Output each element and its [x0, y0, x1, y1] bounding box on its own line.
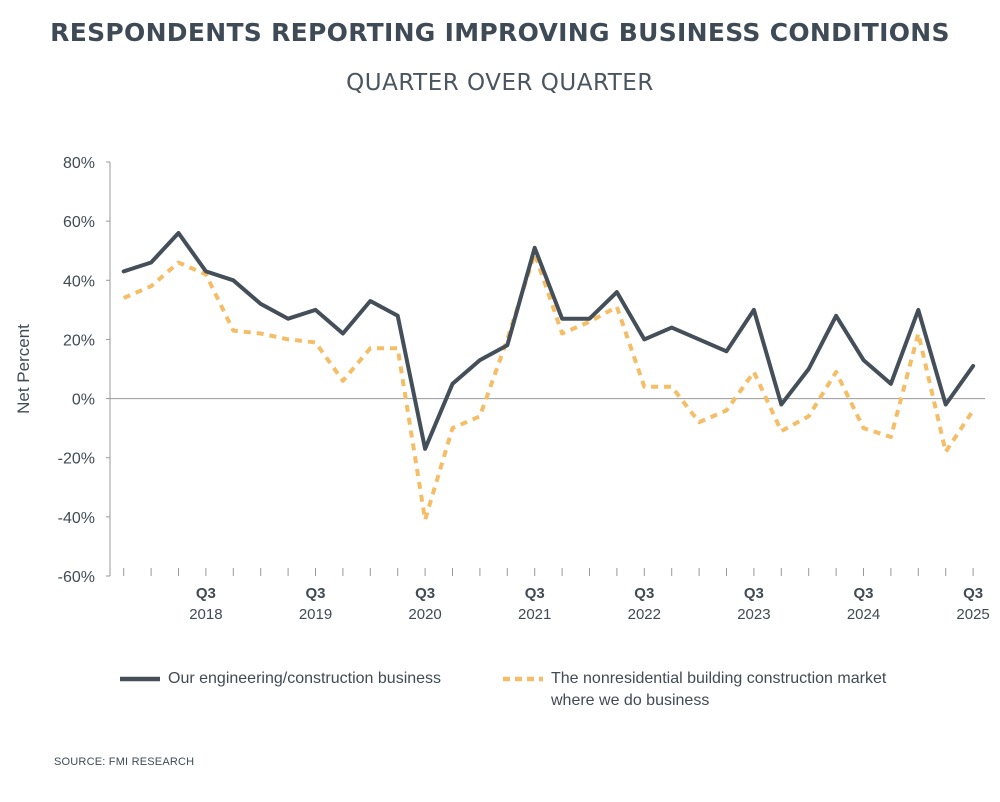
legend-label-series-1: Our engineering/construction business: [168, 670, 442, 687]
line-chart: 80% 60% 40% 20% 0% -20% -40% -60% Net Percent Q3…: [14, 155, 990, 623]
x-tick-label-quarter: Q3: [305, 585, 325, 602]
x-tick-label-quarter: Q3: [744, 585, 764, 602]
legend: Our engineering/construction business Th…: [0, 668, 1000, 718]
x-tick-label-year: 2025: [956, 606, 989, 623]
y-tick-label: -20%: [58, 451, 95, 468]
chart-title: RESPONDENTS REPORTING IMPROVING BUSINESS…: [50, 18, 950, 47]
x-tick-label-year: 2024: [847, 606, 880, 623]
series-line-2: [122, 251, 975, 522]
chart-subtitle: QUARTER OVER QUARTER: [346, 70, 654, 96]
x-tick-label-quarter: Q3: [853, 585, 873, 602]
y-tick-label: 0%: [72, 392, 95, 409]
legend-item-series-1: Our engineering/construction business: [120, 668, 441, 690]
x-tick-label-quarter: Q3: [525, 585, 545, 602]
x-tick-label-year: 2019: [299, 606, 332, 623]
x-tick-label-year: 2020: [408, 606, 441, 623]
legend-swatch-dashed: [503, 676, 543, 682]
x-tick-label-quarter: Q3: [634, 585, 654, 602]
legend-label-series-2: The nonresidential building construction…: [551, 670, 887, 709]
series-lines: [121, 231, 976, 522]
x-tick-label-year: 2023: [737, 606, 770, 623]
y-tick-label: 60%: [63, 214, 95, 231]
x-tick-label-year: 2018: [189, 606, 222, 623]
series-line-1: [121, 231, 976, 451]
x-tick-label-year: 2021: [518, 606, 551, 623]
y-axis-title: Net Percent: [14, 324, 33, 414]
x-tick-label-quarter: Q3: [196, 585, 216, 602]
legend-swatch-solid: [120, 676, 160, 682]
y-tick-label: -40%: [58, 510, 95, 527]
x-tick-label-year: 2022: [628, 606, 661, 623]
y-axis-labels: 80% 60% 40% 20% 0% -20% -40% -60% Net Percent: [14, 155, 95, 586]
y-tick-label: 40%: [63, 273, 95, 290]
source-note: SOURCE: FMI RESEARCH: [54, 756, 195, 768]
chart-axes: [106, 161, 985, 577]
x-tick-label-quarter: Q3: [415, 585, 435, 602]
x-tick-label-quarter: Q3: [963, 585, 983, 602]
x-axis-labels: Q3 2018 Q3 2019 Q3 2020 Q3 2021 Q3 2022 Q3 2023 Q3 20…: [189, 585, 990, 623]
y-tick-label: -60%: [58, 569, 95, 586]
legend-item-series-2: The nonresidential building construction…: [503, 668, 893, 712]
y-tick-label: 80%: [63, 155, 95, 172]
y-tick-label: 20%: [63, 332, 95, 349]
